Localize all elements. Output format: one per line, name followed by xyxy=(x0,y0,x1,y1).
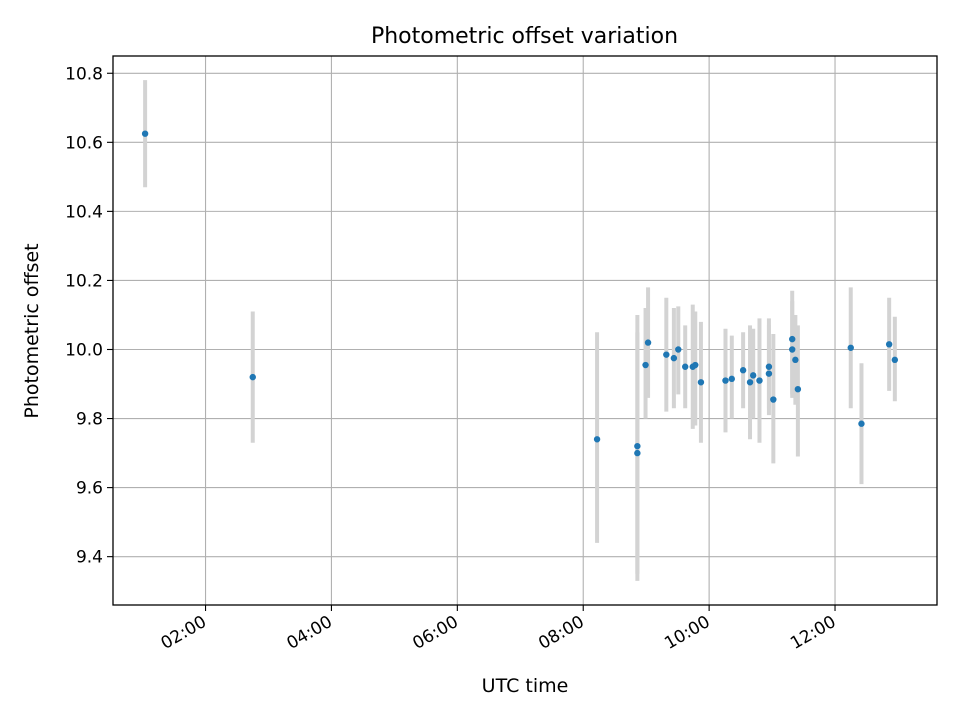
data-point xyxy=(891,356,899,364)
y-tick-label: 10.8 xyxy=(65,64,103,84)
chart-title: Photometric offset variation xyxy=(371,24,678,49)
y-tick-label: 10.6 xyxy=(65,133,103,153)
data-point xyxy=(692,361,699,369)
data-point xyxy=(765,370,773,377)
data-point xyxy=(794,385,802,393)
y-tick-label: 10.0 xyxy=(65,340,103,360)
data-point xyxy=(756,377,763,384)
data-point xyxy=(858,420,865,427)
data-point xyxy=(749,372,757,379)
data-point xyxy=(682,363,689,370)
data-point xyxy=(789,346,796,353)
data-point xyxy=(739,367,747,374)
data-point xyxy=(634,442,641,450)
y-tick-label: 10.4 xyxy=(65,202,103,222)
data-point xyxy=(593,436,601,443)
y-tick-label: 10.2 xyxy=(65,271,103,291)
data-point xyxy=(746,379,754,386)
data-points xyxy=(141,130,899,457)
y-tick-label: 9.6 xyxy=(76,479,103,499)
data-point xyxy=(770,396,777,403)
data-point xyxy=(249,373,256,381)
data-point xyxy=(765,363,773,370)
x-axis-label: UTC time xyxy=(482,675,569,697)
y-axis-label: Photometric offset xyxy=(21,243,43,418)
data-point xyxy=(792,356,799,364)
data-point xyxy=(728,375,735,383)
y-axis-ticks: 9.4 9.6 9.8 10.0 10.2 10.4 10.6 10.8 xyxy=(65,64,113,568)
data-point xyxy=(722,377,729,384)
data-point xyxy=(644,339,652,346)
plot-area xyxy=(113,56,937,605)
data-point xyxy=(789,335,796,343)
data-point xyxy=(663,351,670,358)
data-point xyxy=(642,361,649,369)
data-point xyxy=(885,341,893,348)
data-point xyxy=(634,449,641,457)
data-point xyxy=(675,346,682,353)
plot-frame xyxy=(112,55,938,606)
y-tick-label: 9.4 xyxy=(76,548,103,568)
data-point xyxy=(847,344,854,351)
y-tick-label: 9.8 xyxy=(76,410,103,430)
data-point xyxy=(670,354,678,362)
data-point xyxy=(141,130,149,137)
data-point xyxy=(697,379,705,386)
